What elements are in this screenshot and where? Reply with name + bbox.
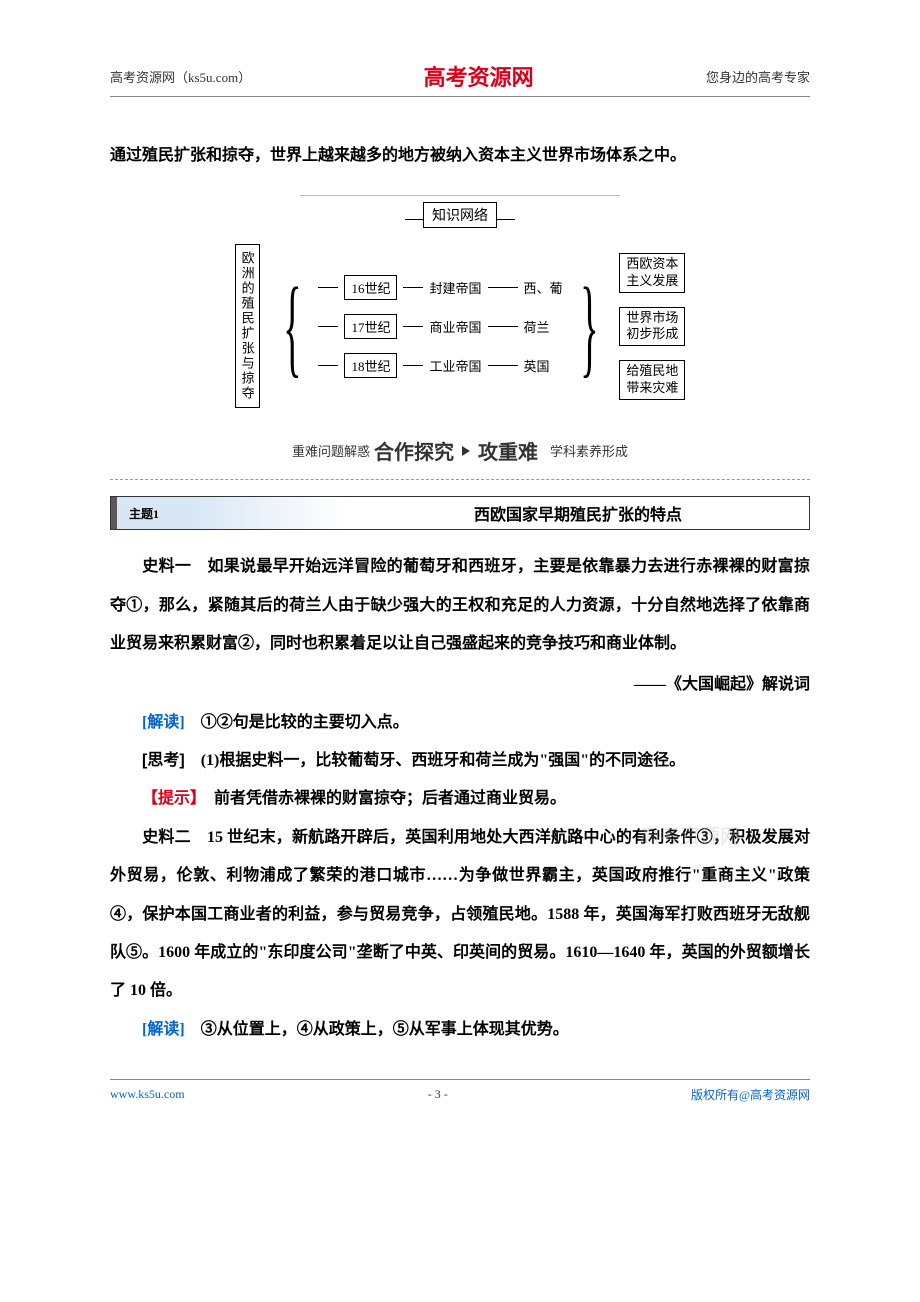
interpret-1: [解读] ①②句是比较的主要切入点。 <box>110 704 810 742</box>
section-bar: 重难问题解惑 合作探究 攻重难 学科素养形成 <box>110 436 810 465</box>
think-tag: [思考] <box>142 752 185 769</box>
divider <box>110 479 810 480</box>
material-lead: 史料一 <box>142 558 191 575</box>
section-mid2: 攻重难 <box>478 436 538 465</box>
header-site-name: 高考资源网（ks5u.com） <box>110 67 251 86</box>
section-right: 学科素养形成 <box>550 441 628 460</box>
arrow-icon <box>462 446 470 456</box>
network-row: 16世纪 封建帝国 西、葡 <box>318 275 562 300</box>
section-left: 重难问题解惑 <box>292 441 370 460</box>
footer-copyright: 版权所有@高考资源网 <box>691 1086 810 1103</box>
material-text: 如果说最早开始远洋冒险的葡萄牙和西班牙，主要是依靠暴力去进行赤裸裸的财富掠夺①，… <box>110 558 810 652</box>
network-row: 17世纪 商业帝国 荷兰 <box>318 314 562 339</box>
page-number: - 3 - <box>428 1087 448 1102</box>
footer-url: www.ks5u.com <box>110 1087 185 1102</box>
material-lead: 史料二 <box>142 829 191 846</box>
material-text: 15 世纪末，新航路开辟后，英国利用地处大西洋航路中心的有利条件③，积极发展对外… <box>110 829 810 1000</box>
brace-icon: } <box>580 280 598 374</box>
page-header: 高考资源网（ks5u.com） 高考资源网 您身边的高考专家 <box>110 60 810 97</box>
result-box: 给殖民地 带来灾难 <box>619 360 685 400</box>
century-box: 16世纪 <box>344 275 397 300</box>
empire-type: 工业帝国 <box>429 356 481 375</box>
interpret-tag: [解读] <box>142 714 185 731</box>
network-rows: 16世纪 封建帝国 西、葡 17世纪 商业帝国 荷兰 18世纪 <box>318 275 562 378</box>
network-row: 18世纪 工业帝国 英国 <box>318 353 562 378</box>
country: 西、葡 <box>524 278 563 297</box>
result-box: 世界市场 初步形成 <box>619 307 685 347</box>
hint-1: 【提示】 前者凭借赤裸裸的财富掠夺；后者通过商业贸易。 <box>110 780 810 818</box>
section-mid1: 合作探究 <box>374 436 454 465</box>
century-box: 17世纪 <box>344 314 397 339</box>
interpret-text: ③从位置上，④从政策上，⑤从军事上体现其优势。 <box>201 1021 569 1038</box>
country: 英国 <box>524 356 550 375</box>
intro-paragraph: 通过殖民扩张和掠夺，世界上越来越多的地方被纳入资本主义世界市场体系之中。 <box>110 137 810 175</box>
think-1: [思考] (1)根据史料一，比较葡萄牙、西班牙和荷兰成为"强国"的不同途径。 <box>110 742 810 780</box>
century-box: 18世纪 <box>344 353 397 378</box>
topic-title: 西欧国家早期殖民扩张的特点 <box>347 497 809 529</box>
knowledge-network-diagram: 知识网络 欧洲的殖民扩张与掠夺 { 16世纪 封建帝国 西、葡 17世纪 商业帝… <box>110 195 810 408</box>
network-title: 知识网络 <box>423 202 497 228</box>
hint-text: 前者凭借赤裸裸的财富掠夺；后者通过商业贸易。 <box>214 790 566 807</box>
interpret-2: [解读] ③从位置上，④从政策上，⑤从军事上体现其优势。 <box>110 1011 810 1049</box>
empire-type: 封建帝国 <box>429 278 481 297</box>
header-logo-text: 高考资源网 <box>424 60 534 92</box>
brace-icon: { <box>283 280 301 374</box>
result-box: 西欧资本 主义发展 <box>619 253 685 293</box>
think-text: (1)根据史料一，比较葡萄牙、西班牙和荷兰成为"强国"的不同途径。 <box>201 752 685 769</box>
network-left-label: 欧洲的殖民扩张与掠夺 <box>235 244 260 408</box>
attribution: ——《大国崛起》解说词 <box>110 670 810 694</box>
empire-type: 商业帝国 <box>429 317 481 336</box>
hint-tag: 【提示】 <box>142 790 198 807</box>
interpret-tag: [解读] <box>142 1021 185 1038</box>
topic-label: 主题1 <box>111 497 347 529</box>
country: 荷兰 <box>524 317 550 336</box>
network-right-column: 西欧资本 主义发展 世界市场 初步形成 给殖民地 带来灾难 <box>619 253 685 400</box>
interpret-text: ①②句是比较的主要切入点。 <box>201 714 409 731</box>
header-tagline: 您身边的高考专家 <box>706 67 810 86</box>
material-1: 史料一 如果说最早开始远洋冒险的葡萄牙和西班牙，主要是依靠暴力去进行赤裸裸的财富… <box>110 548 810 663</box>
topic-bar: 主题1 西欧国家早期殖民扩张的特点 <box>110 496 810 530</box>
page-footer: www.ks5u.com - 3 - 版权所有@高考资源网 <box>110 1079 810 1103</box>
material-2: 史料二 15 世纪末，新航路开辟后，英国利用地处大西洋航路中心的有利条件③，积极… <box>110 819 810 1011</box>
